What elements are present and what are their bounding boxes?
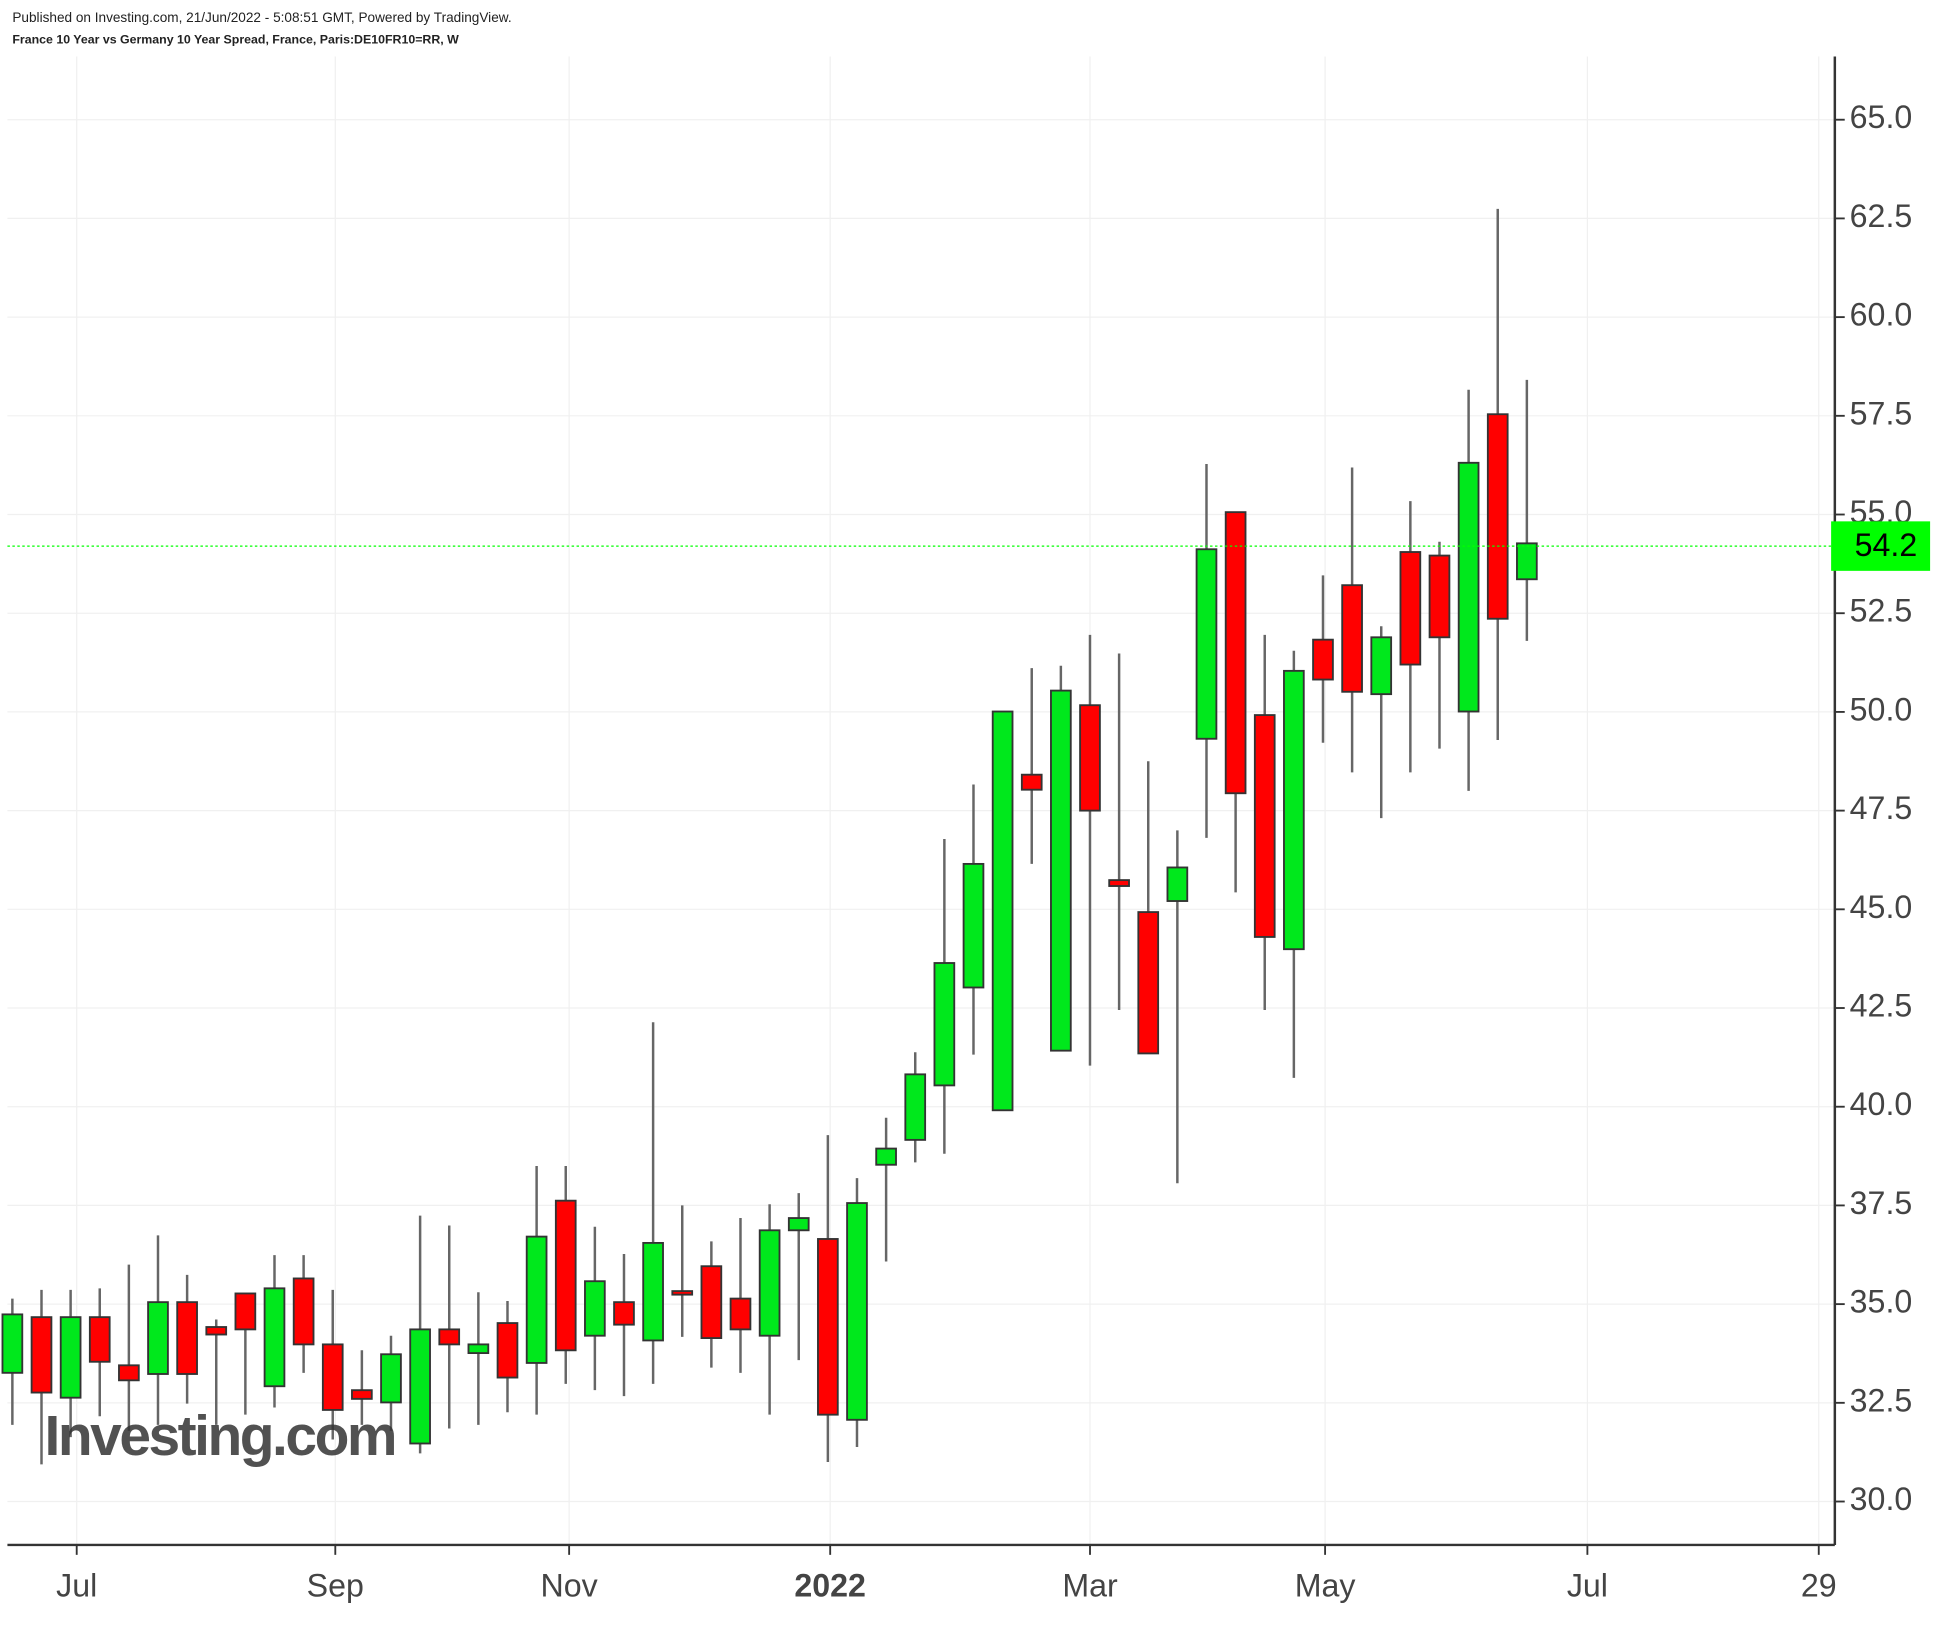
candle-body (991, 710, 1014, 1112)
x-tick-label: Mar (1062, 1568, 1118, 1604)
y-tick-label: 40.0 (1850, 1086, 1913, 1122)
grid (7, 56, 1845, 1555)
candle-body (1166, 866, 1189, 902)
y-tick-label: 32.5 (1850, 1382, 1913, 1418)
candle-body (467, 1343, 490, 1355)
last-price-label: 54.2 (1855, 527, 1918, 563)
y-tick-label: 60.0 (1850, 297, 1913, 333)
y-tick-label: 42.5 (1850, 988, 1913, 1024)
y-tick-label: 37.5 (1850, 1185, 1913, 1221)
candle-body (1253, 714, 1276, 938)
header: Published on Investing.com, 21/Jun/2022 … (12, 10, 511, 25)
x-tick-label: 2022 (794, 1568, 866, 1604)
y-tick-label: 45.0 (1850, 889, 1913, 925)
x-tick-label: May (1295, 1568, 1357, 1604)
candle-body (292, 1277, 315, 1346)
y-tick-label: 52.5 (1850, 593, 1913, 629)
x-tick-label: Nov (541, 1568, 598, 1604)
y-tick-label: 47.5 (1850, 790, 1913, 826)
candle-body (875, 1147, 897, 1166)
candle-body (671, 1290, 694, 1296)
candle-body (438, 1328, 461, 1346)
candle-body (234, 1292, 257, 1331)
candle-body (846, 1202, 868, 1421)
candle-body (1137, 911, 1160, 1055)
candle-body (1516, 542, 1538, 581)
y-tick-label: 57.5 (1850, 395, 1913, 431)
candle-body (1486, 413, 1509, 620)
y-tick-label: 50.0 (1850, 691, 1913, 727)
candle-body (525, 1235, 548, 1364)
candle-body (642, 1241, 664, 1342)
candle-body (147, 1301, 169, 1375)
candle-body (1283, 669, 1305, 951)
candle-body (30, 1316, 53, 1394)
y-tick-label: 65.0 (1850, 99, 1913, 135)
candle-body (554, 1199, 577, 1352)
candle-body (613, 1301, 635, 1326)
candle-body (496, 1322, 519, 1379)
candle-body (962, 862, 985, 989)
candle-body (1108, 879, 1130, 887)
candle-body (118, 1364, 140, 1382)
candle-body (1079, 704, 1101, 812)
candle-body (1370, 636, 1393, 696)
y-tick-label: 30.0 (1850, 1481, 1913, 1517)
candle-body (205, 1326, 228, 1336)
candle-body (1020, 773, 1043, 791)
y-tick-label: 62.5 (1850, 198, 1913, 234)
candle-body (933, 962, 956, 1087)
last-price-box (1831, 521, 1931, 571)
candle-body (88, 1316, 111, 1363)
candle-body (59, 1316, 82, 1399)
candle-body (409, 1328, 431, 1445)
candle-body (1399, 551, 1422, 666)
candle-body (1050, 689, 1072, 1052)
candle-body (904, 1073, 927, 1141)
x-tick-label: 29 (1801, 1568, 1837, 1604)
candle-body (1312, 638, 1334, 681)
candle-body (1341, 584, 1363, 693)
candle-body (758, 1229, 781, 1337)
candle-body (584, 1280, 606, 1337)
candle-body (1224, 511, 1247, 795)
candle-body (1, 1313, 24, 1374)
logo: Investing.com (45, 1404, 395, 1468)
candle-body (1195, 548, 1218, 740)
candles (1, 208, 1538, 1465)
x-tick-label: Jul (56, 1568, 97, 1604)
candle-body (787, 1217, 810, 1232)
candle-body (351, 1389, 373, 1400)
candle-body (729, 1297, 752, 1331)
x-tick-label: Sep (307, 1568, 364, 1604)
y-tick-label: 35.0 (1850, 1284, 1913, 1320)
x-tick-label: Jul (1567, 1568, 1608, 1604)
candle-body (176, 1301, 198, 1375)
candle-body (263, 1287, 286, 1388)
candle-body (380, 1353, 402, 1404)
candle-body (1428, 554, 1451, 639)
candle-body (700, 1265, 723, 1340)
candle-body (321, 1343, 344, 1411)
chart-title: France 10 Year vs Germany 10 Year Spread… (12, 33, 459, 47)
candle-body (1457, 461, 1480, 713)
candle-body (817, 1238, 839, 1416)
